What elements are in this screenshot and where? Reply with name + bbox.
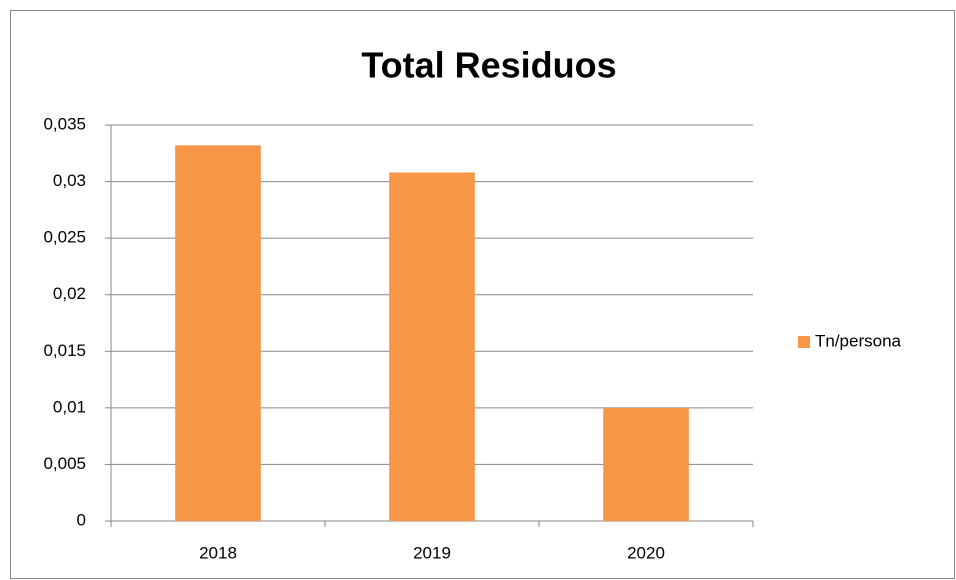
- y-tick-label: 0,01: [53, 397, 86, 416]
- y-tick-label: 0,02: [53, 284, 86, 303]
- x-tick-label: 2018: [199, 543, 237, 562]
- x-tick-label: 2019: [413, 543, 451, 562]
- y-tick-label: 0,025: [43, 228, 86, 247]
- y-tick-label: 0,035: [43, 114, 86, 133]
- y-tick-label: 0: [77, 510, 86, 529]
- y-tick-label: 0,03: [53, 171, 86, 190]
- legend-swatch: [798, 336, 810, 348]
- y-tick-label: 0,005: [43, 454, 86, 473]
- bar: [175, 145, 261, 521]
- legend-label: Tn/persona: [815, 331, 902, 350]
- bar: [603, 407, 689, 521]
- y-tick-label: 0,015: [43, 341, 86, 360]
- chart-title: Total Residuos: [361, 45, 616, 86]
- bar: [389, 172, 475, 521]
- x-tick-label: 2020: [627, 543, 665, 562]
